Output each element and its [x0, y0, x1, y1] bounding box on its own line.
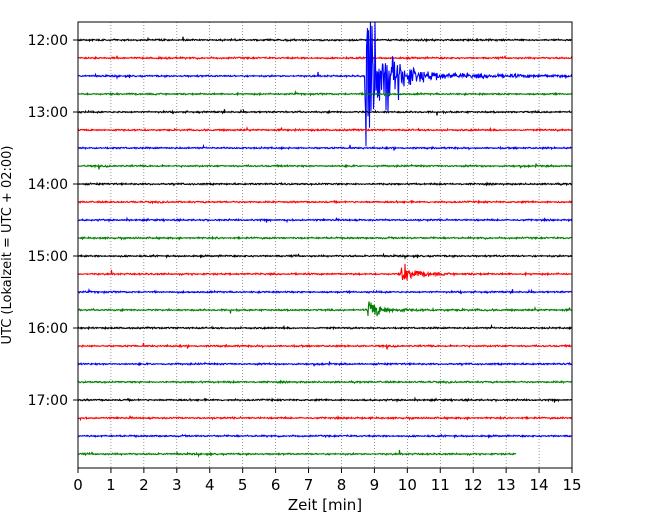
y-tick-label: 17:00	[28, 393, 68, 409]
trace-1715	[78, 415, 572, 422]
plot-frame	[77, 21, 573, 469]
trace-1500	[78, 252, 572, 261]
trace-1345	[78, 163, 572, 170]
y-tick-label: 14:00	[28, 177, 68, 193]
trace-1315	[78, 126, 572, 133]
trace-1630	[78, 361, 572, 367]
trace-1330	[78, 143, 572, 151]
x-tick-label: 7	[304, 476, 314, 494]
trace-1745	[78, 449, 517, 459]
x-tick-label: 1	[106, 476, 116, 494]
x-tick-label: 15	[562, 476, 581, 494]
trace-1445	[78, 235, 572, 241]
x-tick-label: 10	[398, 476, 417, 494]
x-tick-label: 8	[337, 476, 347, 494]
y-tick-label: 12:00	[28, 33, 68, 49]
trace-1645	[78, 379, 572, 385]
x-tick-label: 14	[530, 476, 549, 494]
x-tick-label: 5	[238, 476, 248, 494]
y-tick-label: 16:00	[28, 321, 68, 337]
x-tick-label: 0	[73, 476, 83, 494]
trace-1730	[78, 433, 572, 439]
x-tick-label: 13	[497, 476, 516, 494]
x-tick-label: 4	[205, 476, 215, 494]
y-axis-label: UTC (Lokalzeit = UTC + 02:00)	[0, 146, 15, 345]
x-tick-label: 11	[431, 476, 450, 494]
trace-1215	[78, 55, 572, 61]
trace-1245	[78, 89, 572, 97]
x-tick-label: 9	[370, 476, 380, 494]
y-axis-ticks: 12:00 13:00 14:00 15:00 16:00 17:00	[28, 33, 78, 409]
trace-1545	[78, 301, 572, 317]
x-tick-label: 3	[172, 476, 182, 494]
x-tick-label: 6	[271, 476, 281, 494]
x-axis-label: Zeit [min]	[288, 496, 362, 514]
trace-1415	[78, 199, 572, 205]
trace-1600	[78, 323, 572, 331]
trace-1400	[78, 181, 572, 187]
trace-1430	[78, 216, 572, 224]
y-tick-label: 13:00	[28, 105, 68, 121]
trace-1230	[78, 22, 572, 147]
x-tick-label: 12	[464, 476, 483, 494]
x-axis-ticks: 0 1 2 3 4 5 6 7 8 9 10 11 12 13 14 15	[73, 468, 582, 494]
x-tick-label: 2	[139, 476, 149, 494]
trace-1700	[78, 396, 572, 403]
trace-1515	[78, 263, 572, 281]
y-tick-label: 15:00	[28, 249, 68, 265]
vertical-gridlines	[110, 22, 540, 468]
trace-1615	[78, 342, 572, 350]
trace-1300	[78, 108, 572, 116]
trace-1530	[78, 287, 572, 295]
trace-1200	[78, 36, 572, 43]
seismogram-traces	[78, 22, 572, 459]
